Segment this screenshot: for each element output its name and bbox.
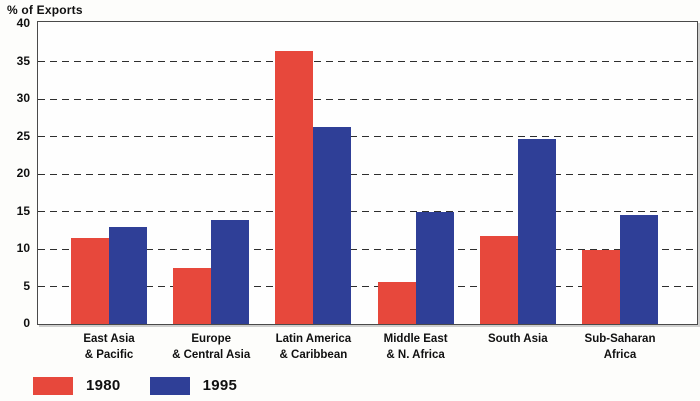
y-tick-label: 20 xyxy=(16,166,30,180)
bar-1995 xyxy=(109,227,147,324)
category-label-line: & Caribbean xyxy=(279,349,348,361)
y-tick-label: 0 xyxy=(23,316,30,330)
category-label-line: Middle East xyxy=(383,333,448,345)
y-tick-label: 10 xyxy=(16,241,30,255)
legend-item-1995: 1995 xyxy=(149,376,238,395)
bar-1980 xyxy=(71,237,109,324)
legend-label-1980: 1980 xyxy=(86,377,121,394)
bar-1995 xyxy=(517,138,556,324)
bar-1980 xyxy=(275,51,314,324)
legend-swatch-1980 xyxy=(33,376,73,395)
legend-label-1995: 1995 xyxy=(202,377,238,394)
category-label: Middle East & N. Africa xyxy=(346,331,486,363)
y-tick-label: 25 xyxy=(16,128,30,143)
y-tick-label: 30 xyxy=(16,91,30,105)
y-tick-label: 35 xyxy=(16,53,30,68)
bar-1995 xyxy=(313,126,352,324)
bar-1980 xyxy=(173,267,212,324)
y-tick-label: 5 xyxy=(23,278,30,293)
gridline-15 xyxy=(38,211,697,212)
category-label-line: Europe xyxy=(191,333,231,345)
bar-1995 xyxy=(211,219,250,324)
category-label-line: South Asia xyxy=(487,333,548,345)
category-label-line: & Pacific xyxy=(84,349,134,361)
category-label-line: Latin America xyxy=(275,333,352,345)
category-label: South Asia xyxy=(448,331,588,347)
y-axis-title: % of Exports xyxy=(7,3,83,17)
category-label: Sub-Saharan Africa xyxy=(550,331,690,363)
bar-1980 xyxy=(479,235,518,324)
gridline-10 xyxy=(38,248,697,250)
category-label-line: & Central Asia xyxy=(172,349,251,361)
category-label: East Asia & Pacific xyxy=(39,331,179,363)
bar-1995 xyxy=(415,212,454,324)
category-label: Europe & Central Asia xyxy=(141,331,281,363)
y-tick-label: 15 xyxy=(16,203,30,218)
category-label-line: Africa xyxy=(603,349,637,361)
category-label-line: Sub-Saharan xyxy=(584,333,656,345)
gridline-20 xyxy=(38,173,697,175)
legend: 1980 1995 xyxy=(33,376,237,395)
y-axis-tick-labels: 0 5 10 15 20 25 30 35 40 xyxy=(0,16,32,330)
gridline-35 xyxy=(38,61,697,62)
gridline-5 xyxy=(38,286,697,287)
category-label-line: East Asia xyxy=(83,333,135,345)
gridline-25 xyxy=(38,136,697,137)
category-label: Latin America & Caribbean xyxy=(243,331,383,363)
plot-area xyxy=(37,21,698,325)
bar-1995 xyxy=(620,215,658,324)
legend-item-1980: 1980 xyxy=(33,376,121,395)
gridline-30 xyxy=(38,98,697,100)
y-tick-label: 40 xyxy=(16,16,30,30)
bar-1980 xyxy=(377,282,416,324)
category-label-line: & N. Africa xyxy=(386,349,445,361)
legend-swatch-1995 xyxy=(149,376,190,395)
bar-1980 xyxy=(582,249,620,324)
